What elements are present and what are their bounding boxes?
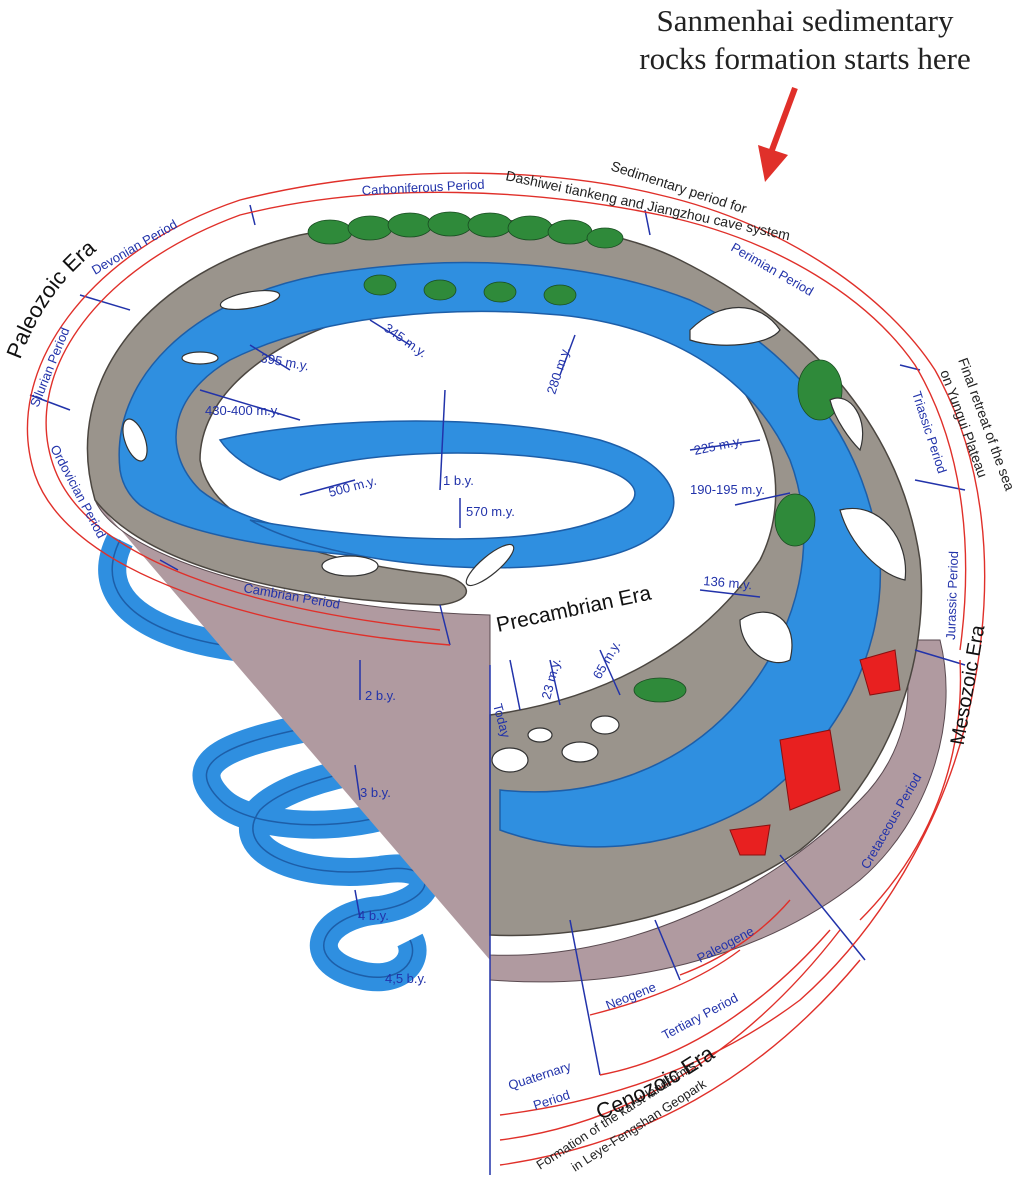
disk-underside (94, 499, 947, 983)
age-2by: 2 b.y. (365, 688, 396, 703)
period-tertiary: Tertiary Period (659, 990, 740, 1043)
header-line-1: Sanmenhai sedimentary (656, 3, 954, 38)
carboniferous-forest (307, 211, 624, 306)
dinosaur-icon (689, 307, 907, 664)
age-4by: 4 b.y. (358, 908, 389, 923)
period-quaternary-line2: Period (531, 1087, 571, 1113)
age-3by: 3 b.y. (360, 785, 391, 800)
period-jurassic: Jurassic Period (943, 551, 961, 640)
age-23: 23 m.y. (538, 657, 563, 701)
era-mesozoic: Mesozoic Era (947, 623, 990, 747)
period-devonian: Devonian Period (89, 217, 180, 278)
age-225: 225 m.y. (693, 433, 744, 458)
age-1by: 1 b.y. (443, 473, 474, 488)
header-line-2: rocks formation starts here (639, 41, 971, 76)
age-190-195: 190-195 m.y. (690, 482, 765, 497)
trilobite-icon (122, 418, 515, 587)
age-430-400: 430-400 m.y. (205, 403, 280, 418)
arrow-down-icon (758, 86, 798, 182)
period-triassic: Triassic Period (909, 389, 950, 475)
age-345: 345 m.y. (381, 320, 430, 360)
period-brackets (26, 172, 986, 1166)
age-markers (29, 204, 966, 1175)
age-4-5by: 4,5 b.y. (385, 971, 427, 986)
mammal-icon (491, 715, 620, 773)
age-570: 570 m.y. (466, 504, 515, 519)
era-precambrian: Precambrian Era (494, 582, 653, 637)
age-65: 65 m.y. (590, 638, 624, 682)
header-title: Sanmenhai sedimentary rocks formation st… (600, 2, 1010, 78)
age-395: 395 m.y. (259, 350, 310, 373)
age-500: 500 m.y. (327, 473, 378, 500)
period-permian: Perimian Period (729, 240, 817, 299)
precambrian-loop (218, 420, 675, 569)
age-136: 136 m.y. (703, 573, 753, 592)
volcano-icon (729, 649, 901, 856)
fish-icon (181, 289, 281, 365)
age-280: 280 m.y. (544, 345, 573, 396)
period-neogene: Neogene (604, 979, 659, 1013)
period-carboniferous: Carboniferous Period (361, 177, 484, 198)
